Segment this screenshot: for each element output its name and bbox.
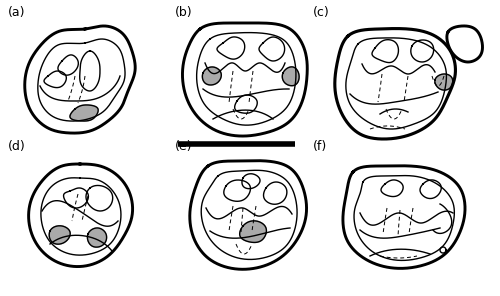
Text: (c): (c)	[313, 6, 330, 19]
Text: (b): (b)	[175, 6, 192, 19]
Text: (f): (f)	[313, 140, 327, 153]
Polygon shape	[240, 221, 266, 242]
Polygon shape	[88, 228, 106, 247]
Polygon shape	[49, 226, 70, 244]
Polygon shape	[282, 67, 299, 86]
Polygon shape	[70, 105, 98, 121]
Polygon shape	[435, 74, 452, 90]
Text: (d): (d)	[8, 140, 26, 153]
Polygon shape	[202, 67, 222, 85]
Text: (e): (e)	[175, 140, 192, 153]
Text: (a): (a)	[8, 6, 25, 19]
